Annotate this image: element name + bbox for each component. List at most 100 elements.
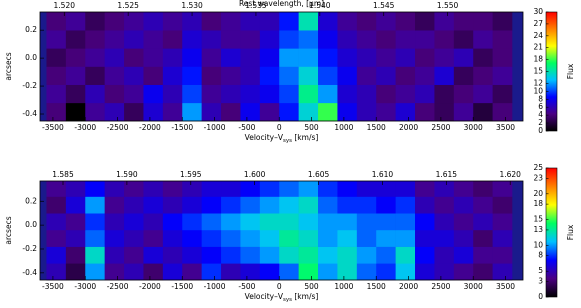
cell [473, 66, 493, 85]
cell [143, 12, 164, 31]
colorbar-tick-label: 30 [533, 7, 543, 16]
x-tick-label: -1500 [171, 282, 193, 291]
cell [376, 246, 396, 264]
y-axis-title: arcsecs [4, 52, 13, 80]
cell [259, 263, 280, 281]
cell [104, 102, 125, 122]
cell [221, 181, 241, 197]
x-tick-label: -1000 [204, 123, 226, 132]
cell [395, 213, 416, 231]
cell [415, 48, 435, 67]
cell [85, 229, 105, 247]
x-tick-label: -3500 [42, 282, 64, 291]
cell [104, 181, 125, 197]
x-tick-label: -2500 [107, 123, 129, 132]
cell [182, 229, 202, 247]
cell [182, 48, 202, 67]
cell [85, 48, 105, 67]
cell [104, 196, 125, 214]
cell [124, 181, 144, 197]
x-tick-label: 1000 [334, 282, 353, 291]
cell [473, 12, 493, 31]
x2-tick-label: 1.530 [181, 1, 203, 10]
cell [492, 196, 513, 214]
cell [124, 213, 144, 231]
cell [46, 196, 67, 214]
y-tick-label: -0.4 [22, 109, 37, 118]
cell [492, 12, 513, 31]
cell [162, 181, 183, 197]
cell [162, 66, 183, 85]
cell [453, 84, 474, 104]
x2-tick-label: 1.605 [308, 170, 330, 179]
cell [240, 30, 261, 49]
x-tick-label: 2500 [431, 123, 450, 132]
cell [143, 181, 164, 197]
plot-frame [39, 180, 524, 281]
cell [259, 196, 280, 214]
x-tick-label: -3000 [74, 282, 96, 291]
cell [259, 246, 280, 264]
cell [415, 213, 435, 231]
cell [453, 229, 474, 247]
cell [395, 12, 416, 31]
cell [143, 48, 164, 67]
cell [298, 48, 319, 67]
cell [201, 48, 222, 67]
cell [473, 196, 493, 214]
cell [240, 263, 261, 281]
cell [318, 30, 338, 49]
colorbar-tick-label: 3 [538, 277, 543, 286]
cell [395, 48, 416, 67]
cell [182, 12, 202, 31]
cell [85, 12, 105, 31]
cell [182, 102, 202, 122]
cell [356, 246, 377, 264]
cell [395, 84, 416, 104]
cell [318, 181, 338, 197]
cell [201, 181, 222, 197]
x-tick-label: 3500 [496, 123, 515, 132]
y-tick-label: 0.0 [25, 220, 37, 229]
colorbar-tick-label: 25 [533, 163, 543, 172]
cell [298, 196, 319, 214]
cell [143, 229, 164, 247]
cell [376, 30, 396, 49]
cell [434, 196, 455, 214]
cell [259, 102, 280, 122]
cell [279, 246, 299, 264]
cell [318, 213, 338, 231]
x-tick-label: -3000 [74, 123, 96, 132]
colorbar-tick-label: 23 [533, 173, 543, 182]
cell [376, 263, 396, 281]
cell [356, 12, 377, 31]
x-axis-title-main: Velocity–V [245, 133, 284, 142]
cell [473, 48, 493, 67]
cell [453, 30, 474, 49]
cell [221, 12, 241, 31]
x-axis-title: Velocity–Vsys [km/s] [245, 133, 319, 144]
colorbar-tick-label: 21 [533, 43, 543, 52]
cell [434, 102, 455, 122]
cell [162, 30, 183, 49]
cell [453, 66, 474, 85]
cell [201, 66, 222, 85]
colorbar-tick-label: 12 [533, 78, 543, 87]
x-tick-label: 0 [277, 123, 282, 132]
cell [65, 181, 86, 197]
x-tick-label: 1000 [334, 123, 353, 132]
cell [337, 181, 358, 197]
x2-tick-label: 1.620 [499, 170, 521, 179]
cell [356, 229, 377, 247]
colorbar-tick-label: 2 [538, 118, 543, 127]
cell [201, 196, 222, 214]
cell [434, 229, 455, 247]
cell [376, 12, 396, 31]
cell [279, 263, 299, 281]
x2-tick-label: 1.595 [180, 170, 202, 179]
x2-tick-label: 1.520 [54, 1, 76, 10]
cell [356, 30, 377, 49]
cell [65, 263, 86, 281]
cell [415, 196, 435, 214]
